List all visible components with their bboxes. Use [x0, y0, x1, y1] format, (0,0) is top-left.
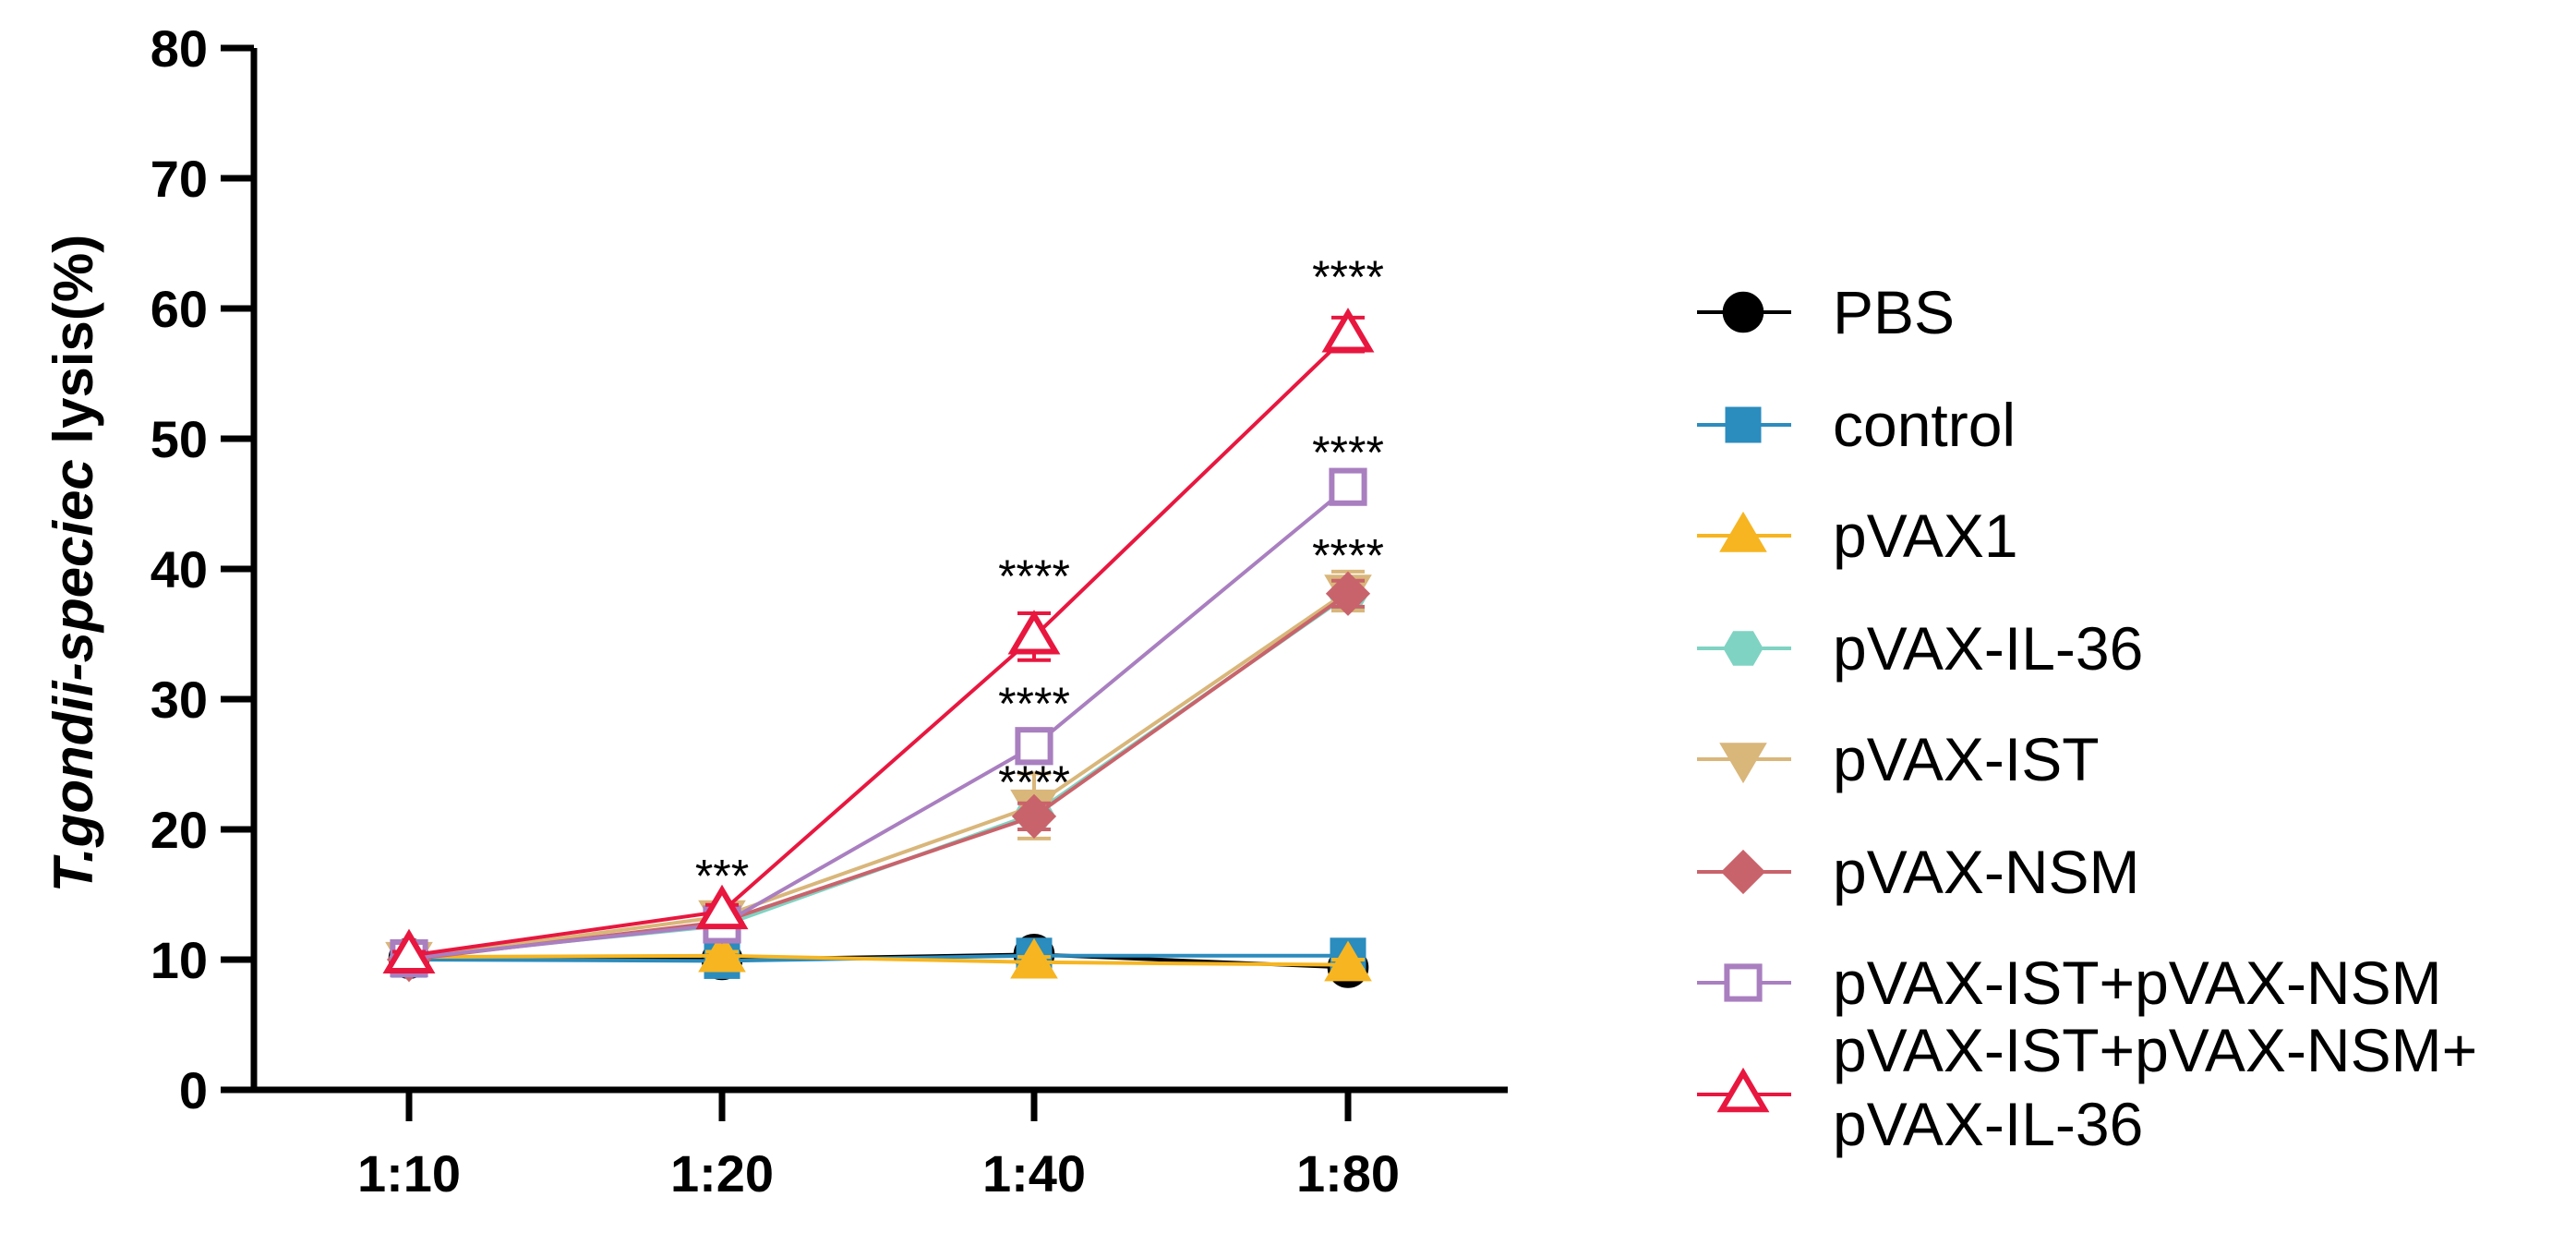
legend-item: control [1697, 391, 2016, 459]
legend-item: pVAX-IST+pVAX-NSM [1697, 949, 2442, 1017]
x-axis: 1:10 1:20 1:40 1:80 [250, 1086, 1508, 1203]
y-tick-label: 70 [150, 150, 208, 208]
series-pVAX-NSM [386, 571, 1371, 983]
significance-annotations: *************************** [695, 251, 1384, 902]
y-tick-label: 60 [150, 280, 208, 338]
data-point [695, 884, 749, 930]
significance-label: **** [1312, 251, 1384, 303]
data-point [382, 928, 436, 974]
series-line [408, 592, 1350, 961]
series-line [408, 332, 1350, 958]
data-point [1007, 610, 1061, 655]
data-point [698, 931, 746, 973]
legend-label: pVAX-IST+pVAX-NSM [1833, 949, 2442, 1017]
series-pVAX-IST+pVAX-NSM+ pVAX-IL-36 [382, 308, 1375, 974]
legend-marker [1724, 963, 1763, 1002]
data-point [1324, 940, 1372, 982]
data-point [1010, 937, 1058, 979]
significance-label: **** [1312, 529, 1384, 581]
legend-label: pVAX-IL-36 [1833, 614, 2143, 683]
legend-marker [1720, 849, 1766, 895]
y-tick-label: 0 [179, 1061, 208, 1119]
y-axis: 0 10 20 30 40 50 60 70 80 T.gondii-speciec lysis… [42, 19, 258, 1119]
legend-marker [1719, 511, 1767, 552]
legend-label: PBS [1833, 278, 1955, 346]
legend-label: pVAX-IST+pVAX-NSM+ [1833, 1016, 2477, 1084]
legend-item: pVAX-NSM [1697, 838, 2140, 906]
legend-marker [1719, 743, 1767, 784]
x-tick-label: 1:80 [1296, 1144, 1400, 1203]
legend: PBS control pVAX1 pVAX-IL-36 pVAX-IST pVAX-NS… [1697, 278, 2477, 1158]
significance-label: *** [695, 850, 749, 901]
legend-item: pVAX-IST+pVAX-NSM+pVAX-IL-36 [1697, 1016, 2477, 1158]
data-point [1015, 727, 1053, 766]
legend-marker [1723, 631, 1763, 666]
significance-label: **** [1312, 427, 1384, 478]
legend-label: pVAX-NSM [1833, 838, 2140, 906]
legend-marker [1722, 291, 1764, 333]
y-tick-label: 10 [150, 931, 208, 989]
legend-item: pVAX-IST [1697, 725, 2100, 793]
series-line [408, 953, 1349, 967]
y-axis-title: T.gondii-speciec lysis(%) [42, 235, 104, 892]
data-point [1329, 467, 1367, 506]
significance-label: **** [998, 678, 1070, 730]
y-tick-label: 50 [150, 410, 208, 468]
legend-label: pVAX1 [1833, 502, 2018, 570]
legend-item: PBS [1697, 278, 1955, 346]
legend-item: pVAX-IL-36 [1697, 614, 2143, 683]
x-tick-label: 1:10 [357, 1144, 461, 1203]
x-tick-label: 1:20 [670, 1144, 774, 1203]
legend-item: pVAX1 [1697, 502, 2018, 570]
data-point [1325, 571, 1371, 616]
series-line [408, 589, 1350, 961]
x-tick-label: 1:40 [982, 1144, 1086, 1203]
legend-marker [1716, 1067, 1770, 1113]
significance-label: **** [998, 756, 1070, 808]
y-tick-label: 30 [150, 671, 208, 729]
significance-label: **** [998, 550, 1070, 602]
legend-label: control [1833, 391, 2016, 459]
legend-label: pVAX-IL-36 [1833, 1090, 2143, 1158]
data-point [1321, 308, 1375, 353]
legend-label: pVAX-IST [1833, 725, 2100, 793]
y-tick-label: 40 [150, 540, 208, 598]
plot-area [382, 308, 1375, 988]
legend-marker [1725, 406, 1762, 443]
y-tick-label: 20 [150, 801, 208, 859]
series-line [408, 485, 1350, 961]
data-point [1011, 793, 1057, 840]
y-tick-label: 80 [150, 19, 208, 78]
series-pVAX-IST+pVAX-NSM [390, 467, 1367, 978]
